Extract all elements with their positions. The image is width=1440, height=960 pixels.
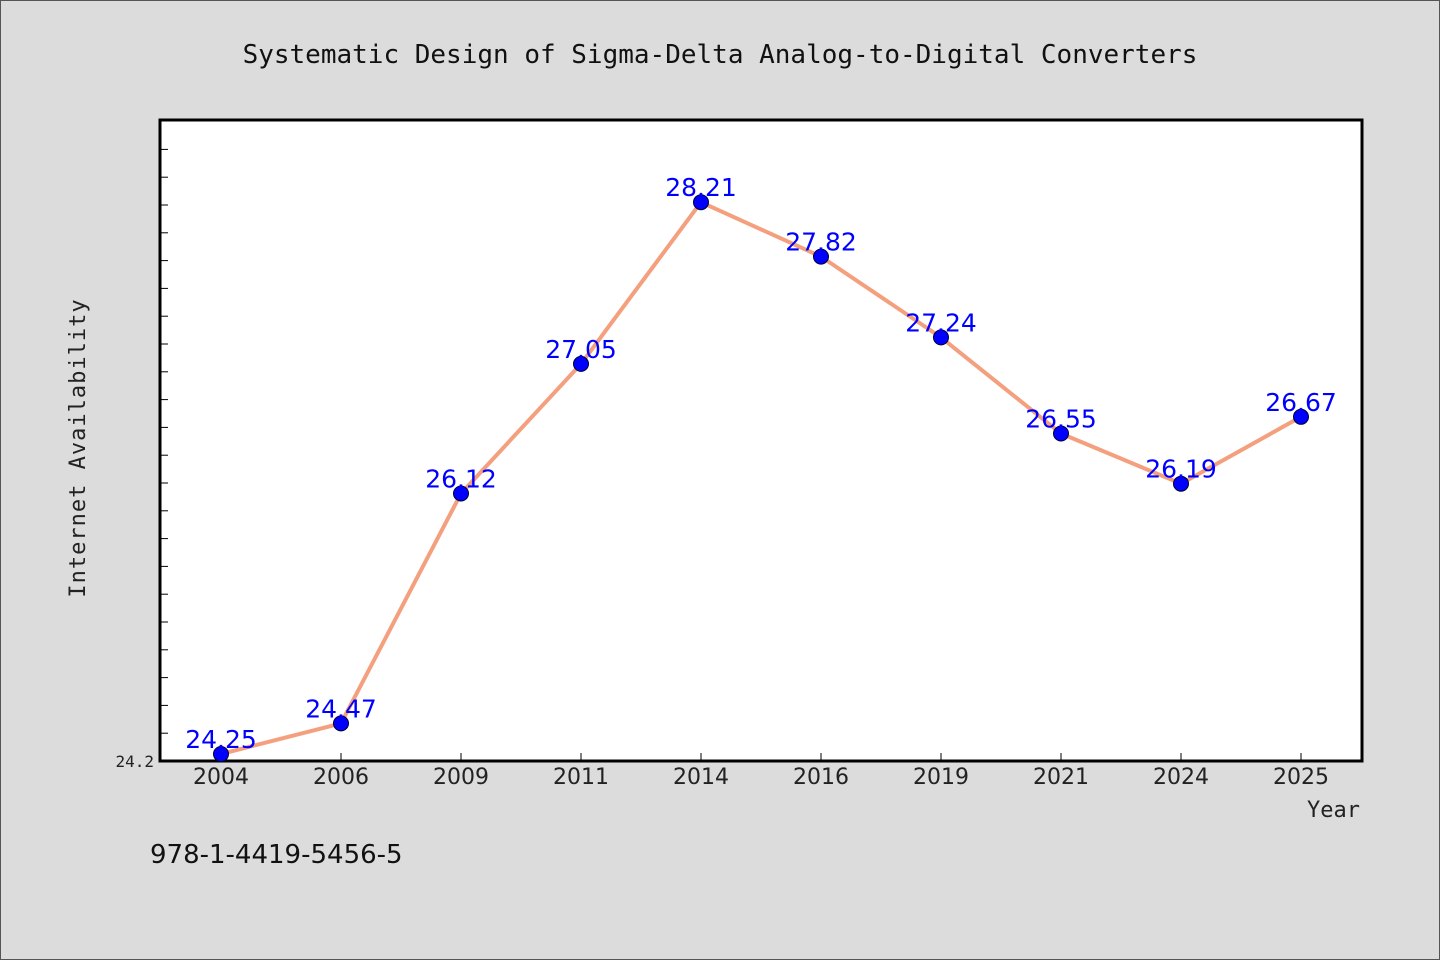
x-axis-tick-labels: 2004 2006 2009 2011 2014 2016 2019 2021 2024 2025	[193, 765, 1329, 790]
data-label: 24.25	[185, 725, 257, 754]
data-label: 26.55	[1025, 405, 1097, 434]
series-markers	[213, 194, 1309, 762]
x-tick-label: 2025	[1273, 765, 1329, 790]
y-tick-label: 24.2	[115, 752, 154, 771]
x-tick-label: 2019	[913, 765, 969, 790]
isbn-text: 978-1-4419-5456-5	[150, 840, 403, 870]
data-point	[813, 248, 829, 265]
data-point	[453, 485, 469, 502]
data-labels: 24.25 24.47 26.12 27.05 28.21 27.82 27.24 26.55…	[185, 173, 1337, 754]
data-point	[693, 194, 709, 211]
data-label: 27.82	[785, 228, 857, 257]
data-point	[933, 329, 949, 346]
data-point	[333, 715, 349, 732]
data-label: 27.24	[905, 308, 977, 337]
data-point	[213, 746, 229, 762]
data-label: 26.19	[1145, 455, 1217, 484]
x-tick-label: 2014	[673, 765, 729, 790]
y-axis-ticks	[160, 148, 168, 734]
x-tick-label: 2011	[553, 765, 609, 790]
data-label: 26.12	[425, 465, 497, 494]
x-tick-label: 2021	[1033, 765, 1089, 790]
data-label: 24.47	[305, 694, 377, 723]
data-point	[1293, 408, 1309, 425]
chart-title: Systematic Design of Sigma-Delta Analog-…	[243, 40, 1198, 70]
data-label: 28.21	[665, 173, 737, 202]
x-tick-label: 2006	[313, 765, 369, 790]
data-point	[1053, 425, 1069, 442]
data-label: 27.05	[545, 335, 617, 364]
x-tick-label: 2004	[193, 765, 249, 790]
x-tick-label: 2024	[1153, 765, 1209, 790]
plot-area	[158, 118, 1364, 763]
data-label: 26.67	[1265, 388, 1337, 417]
x-tick-label: 2009	[433, 765, 489, 790]
x-tick-label: 2016	[793, 765, 849, 790]
data-point	[573, 355, 589, 372]
x-axis-label: Year	[1307, 798, 1360, 823]
series-line	[219, 200, 1303, 756]
data-point	[1173, 475, 1189, 492]
y-axis-label: Internet Availability	[66, 298, 91, 597]
